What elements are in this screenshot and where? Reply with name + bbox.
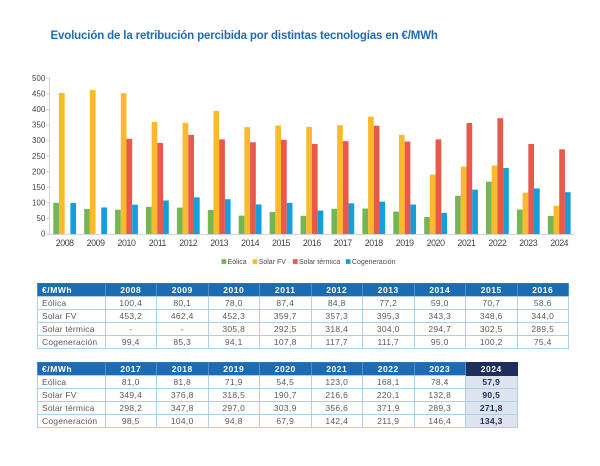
svg-text:Eólica: Eólica (228, 259, 247, 266)
svg-text:300: 300 (32, 136, 46, 145)
svg-text:Cogeneración: Cogeneración (352, 259, 396, 266)
svg-text:2010: 2010 (118, 238, 136, 248)
svg-text:2022: 2022 (488, 238, 506, 248)
svg-text:0: 0 (41, 230, 46, 239)
svg-text:2015: 2015 (272, 238, 290, 248)
svg-text:2021: 2021 (458, 238, 476, 248)
svg-text:2013: 2013 (210, 238, 228, 248)
svg-text:500: 500 (32, 74, 46, 83)
svg-text:100: 100 (32, 199, 46, 208)
svg-text:50: 50 (37, 214, 46, 223)
svg-text:250: 250 (32, 152, 46, 161)
svg-text:Solar térmica: Solar térmica (299, 259, 340, 266)
svg-text:2020: 2020 (427, 238, 445, 248)
svg-text:2017: 2017 (334, 238, 352, 248)
svg-text:2014: 2014 (241, 238, 259, 248)
svg-text:Solar FV: Solar FV (259, 259, 287, 266)
svg-text:2011: 2011 (149, 238, 167, 248)
svg-text:400: 400 (32, 105, 46, 114)
svg-text:2009: 2009 (87, 238, 105, 248)
svg-text:2008: 2008 (56, 238, 74, 248)
svg-text:2018: 2018 (365, 238, 383, 248)
svg-text:2012: 2012 (179, 238, 197, 248)
svg-text:2024: 2024 (550, 238, 568, 248)
svg-text:2016: 2016 (303, 238, 321, 248)
svg-text:2019: 2019 (396, 238, 414, 248)
svg-text:2023: 2023 (519, 238, 537, 248)
svg-text:150: 150 (32, 183, 46, 192)
svg-text:450: 450 (32, 90, 46, 99)
svg-text:200: 200 (32, 167, 46, 176)
svg-text:350: 350 (32, 121, 46, 130)
